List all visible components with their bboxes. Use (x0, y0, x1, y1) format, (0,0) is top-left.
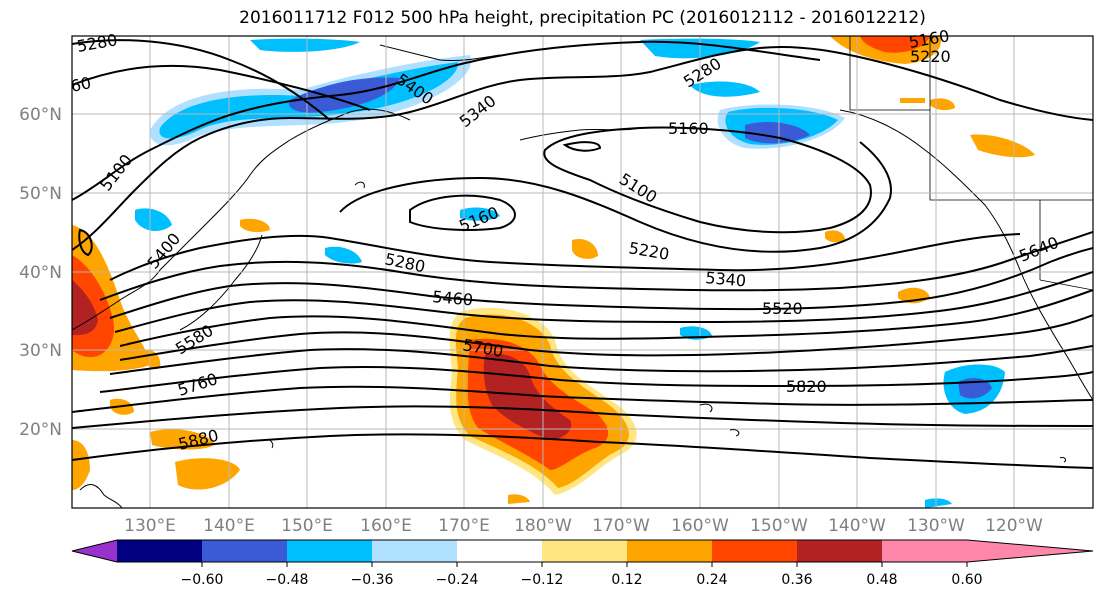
height-contours (72, 39, 1093, 469)
colorbar-segment (712, 540, 797, 562)
colorbar-segment (797, 540, 882, 562)
colorbar-tick-label: −0.12 (521, 572, 564, 588)
precip-negative-areas (135, 38, 1005, 508)
lat-label: 50°N (19, 184, 62, 204)
lon-label: 150°E (281, 516, 333, 536)
lon-label: 160°E (360, 516, 412, 536)
islands (269, 181, 1067, 463)
lat-label: 20°N (19, 420, 62, 440)
longitude-labels: 130°E 140°E 150°E 160°E 170°E 180°W 170°… (124, 516, 1043, 536)
lat-label: 40°N (19, 263, 62, 283)
colorbar-tick-label: −0.48 (266, 572, 309, 588)
colorbar-segment (372, 540, 457, 562)
latitude-labels: 60°N 50°N 40°N 30°N 20°N (19, 105, 62, 440)
lat-label: 30°N (19, 341, 62, 361)
lon-label: 170°E (438, 516, 490, 536)
colorbar-tick-label: 0.60 (951, 572, 982, 588)
colorbar-segment (287, 540, 372, 562)
colorbar: −0.60 −0.48 −0.36 −0.24 −0.12 0.12 0.24 … (71, 539, 1094, 588)
lon-label: 160°W (671, 516, 729, 536)
colorbar-tick-label: −0.36 (351, 572, 394, 588)
colorbar-segment (457, 540, 542, 562)
lon-label: 130°W (907, 516, 965, 536)
coastlines (72, 44, 1093, 508)
graticule (72, 36, 1093, 508)
colorbar-extend-high (967, 540, 1093, 562)
plot-frame (71, 35, 1094, 509)
colorbar-extend-low (72, 540, 117, 562)
contour-label: 5340 (705, 268, 747, 290)
colorbar-tick-label: −0.24 (436, 572, 479, 588)
borders (849, 36, 1093, 291)
map-title: 2016011712 F012 500 hPa height, precipit… (239, 8, 926, 28)
contour-label: 5460 (432, 287, 474, 309)
contour-label: 5220 (910, 47, 951, 66)
lon-label: 140°E (203, 516, 255, 536)
colorbar-segment (202, 540, 287, 562)
colorbar-segment (627, 540, 712, 562)
colorbar-tick-label: 0.48 (866, 572, 897, 588)
lat-label: 60°N (19, 105, 62, 125)
contour-label: 5820 (786, 377, 827, 396)
lon-label: 120°W (985, 516, 1043, 536)
colorbar-segment (117, 540, 202, 562)
colorbar-segment (882, 540, 967, 562)
contour-label: 5520 (762, 299, 803, 318)
precip-positive-areas (72, 36, 1035, 504)
lon-label: 180°W (514, 516, 572, 536)
colorbar-tick-label: 0.12 (611, 572, 642, 588)
lon-label: 150°W (750, 516, 808, 536)
colorbar-tick-label: 0.24 (696, 572, 727, 588)
lon-label: 170°W (592, 516, 650, 536)
colorbar-segment (542, 540, 627, 562)
lon-label: 130°E (124, 516, 176, 536)
contour-label-group: 5280 5160 60 5400 5100 5340 5160 5100 52… (69, 26, 1061, 454)
contour-label: 60 (69, 73, 93, 96)
contour-label: 5160 (668, 119, 709, 138)
colorbar-tick-label: −0.60 (181, 572, 224, 588)
lon-label: 140°W (828, 516, 886, 536)
colorbar-tick-label: 0.36 (781, 572, 812, 588)
